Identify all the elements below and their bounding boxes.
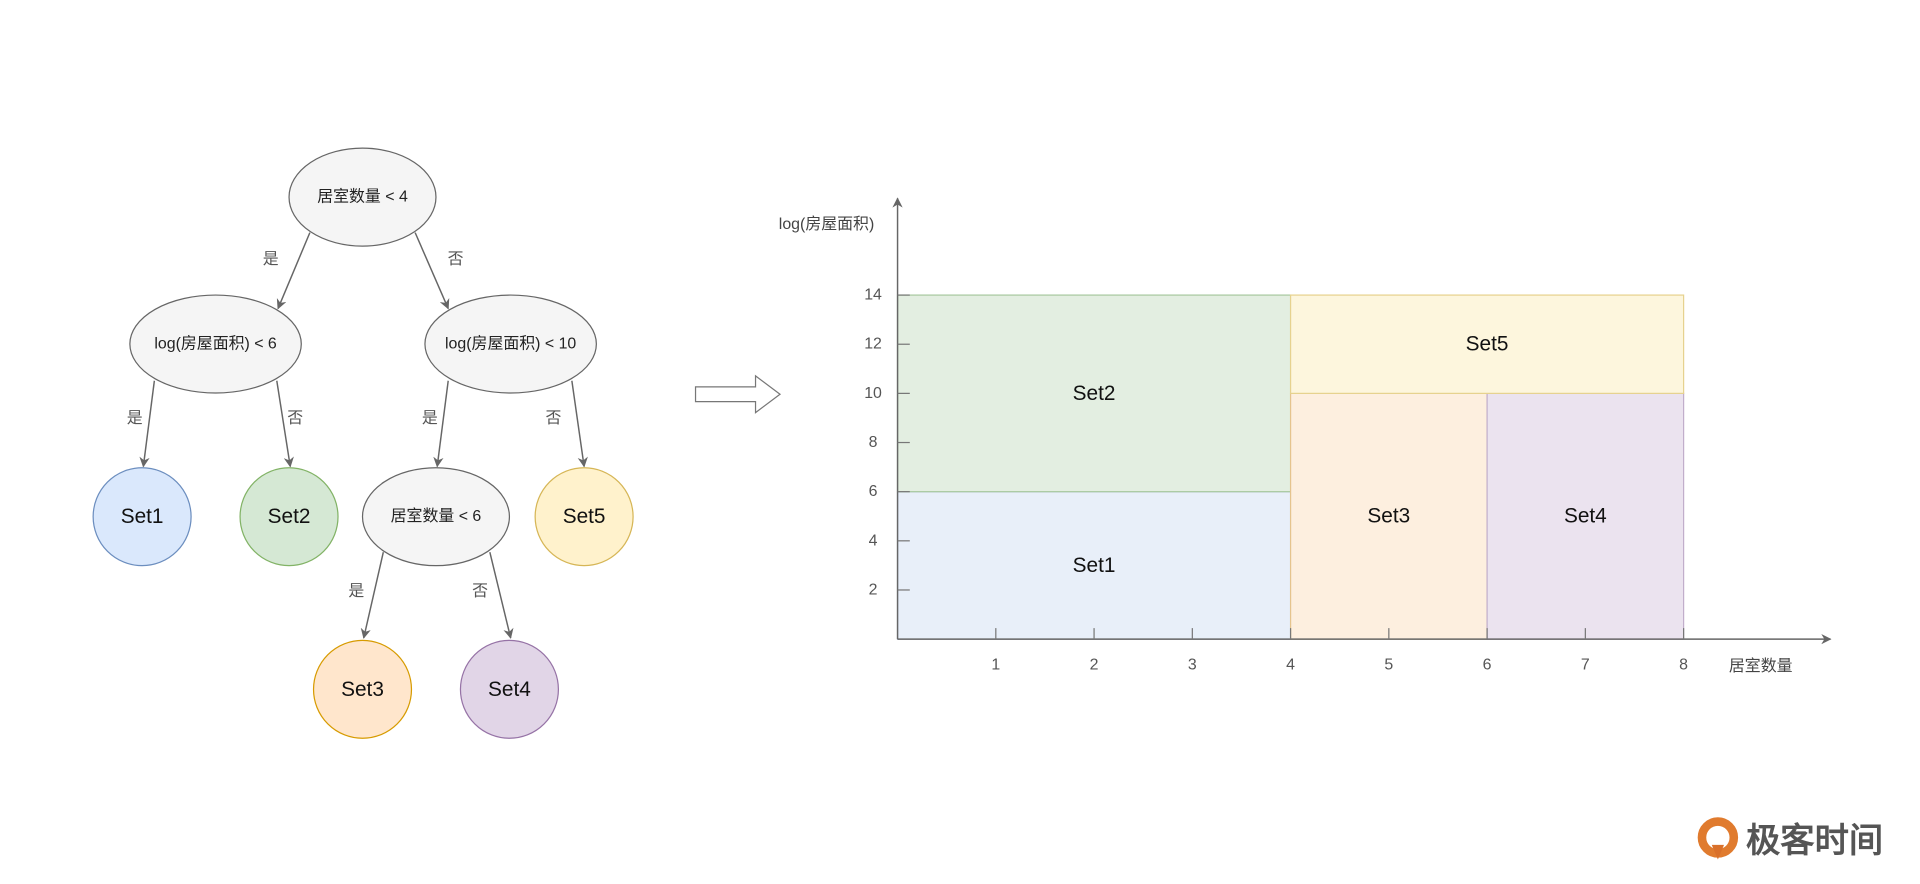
node-right: log(房屋面积) < 10 [424, 294, 597, 394]
x-axis-label: 居室数量 [1729, 657, 1793, 675]
logo-mark-tail [1711, 844, 1725, 860]
edge-root-left: 是 [263, 232, 311, 310]
x-tick-label: 3 [1188, 656, 1197, 673]
edge-mid-set3: 是 [348, 552, 385, 639]
leaf-circle [92, 467, 192, 567]
edge-arrow [489, 552, 514, 639]
node-set1: Set1 [92, 467, 192, 567]
node-mid: 居室数量 < 6 [361, 467, 511, 567]
edge-label: 是 [127, 410, 143, 427]
node-set5: Set5 [534, 467, 634, 567]
node-left: log(房屋面积) < 6 [129, 294, 302, 394]
edge-left-set2: 否 [276, 380, 303, 468]
edge-label: 否 [448, 251, 464, 268]
y-tick-label: 8 [869, 434, 878, 451]
y-tick-label: 4 [869, 532, 878, 549]
x-tick-label: 5 [1384, 656, 1393, 673]
edge-arrow [433, 380, 449, 468]
y-axis-label: log(房屋面积) [779, 215, 874, 233]
leaf-circle [312, 639, 413, 739]
region-rect [896, 294, 1292, 493]
edge-mid-set4: 否 [472, 552, 514, 639]
edge-label: 否 [472, 583, 488, 600]
y-tick-label: 6 [869, 483, 878, 500]
edge-label: 否 [546, 410, 562, 427]
region-set3: Set3 [1289, 392, 1488, 640]
x-tick-label: 4 [1286, 656, 1295, 673]
y-tick-label: 14 [864, 287, 882, 304]
node-label: log(房屋面积) < 6 [154, 335, 277, 353]
edge-root-right: 否 [414, 232, 464, 310]
region-set1: Set1 [896, 491, 1292, 640]
node-label: Set5 [563, 505, 606, 528]
decision-tree: 是否是否是否是 否居室数量 < 4log(房屋面积) < 6 log(房屋面积) <… [92, 147, 634, 739]
edge-right-set5: 否 [546, 380, 588, 468]
edge-label: 是 [422, 410, 438, 427]
edge-arrow [571, 380, 588, 468]
x-tick-label: 1 [991, 656, 1000, 673]
node-label: log(房屋面积) < 10 [445, 335, 576, 353]
region-rect [1289, 294, 1685, 394]
region-label: Set2 [1073, 382, 1116, 405]
edge-left-set1: 是 [127, 380, 156, 468]
region-label: Set1 [1073, 554, 1116, 577]
node-label: 居室数量 < 6 [391, 507, 482, 525]
logo-text: 极客时间 [1746, 821, 1883, 860]
region-set5: Set5 [1289, 294, 1685, 394]
edge-label: 否 [287, 410, 303, 427]
y-tick-label: 10 [864, 385, 882, 402]
x-tick-label: 6 [1483, 656, 1492, 673]
edge-arrow [276, 380, 294, 468]
edge-label: 是 [263, 251, 279, 268]
x-tick-label: 7 [1581, 656, 1590, 673]
y-tick-label: 2 [869, 581, 878, 598]
edge-arrow [276, 232, 311, 310]
region-set2: Set2 [896, 294, 1292, 493]
leaf-circle [534, 467, 634, 567]
edge-label: 是 [348, 583, 364, 600]
node-set2: Set2 [239, 467, 339, 567]
node-label: Set4 [488, 678, 531, 701]
right-arrow-outline-icon [694, 374, 782, 414]
region-set4: Set4 [1486, 392, 1685, 640]
decision-ellipse [424, 294, 597, 394]
decision-ellipse [361, 467, 511, 567]
edge-right-mid: 是 [422, 380, 449, 468]
node-label: Set1 [121, 505, 164, 528]
region-label: Set3 [1367, 505, 1410, 528]
region-rect [896, 491, 1292, 640]
decision-ellipse [129, 294, 302, 394]
x-tick-label: 8 [1679, 656, 1688, 673]
node-set4: Set4 [459, 639, 560, 739]
y-tick-label: 12 [864, 336, 882, 353]
node-label: Set2 [268, 505, 311, 528]
leaf-circle [459, 639, 560, 739]
region-label: Set4 [1564, 505, 1607, 528]
node-root: 居室数量 < 4 [288, 147, 437, 247]
region-label: Set5 [1466, 333, 1509, 356]
node-label: 居室数量 < 4 [317, 188, 408, 206]
edge-arrow [139, 380, 156, 468]
edge-arrow [360, 552, 385, 639]
node-set3: Set3 [312, 639, 413, 739]
region-rect [1289, 392, 1488, 640]
edge-arrow [414, 232, 450, 310]
node-label: Set3 [341, 678, 384, 701]
logo: 极客时间 [1697, 817, 1883, 860]
leaf-circle [239, 467, 339, 567]
decision-ellipse [288, 147, 437, 247]
x-tick-label: 2 [1090, 656, 1099, 673]
